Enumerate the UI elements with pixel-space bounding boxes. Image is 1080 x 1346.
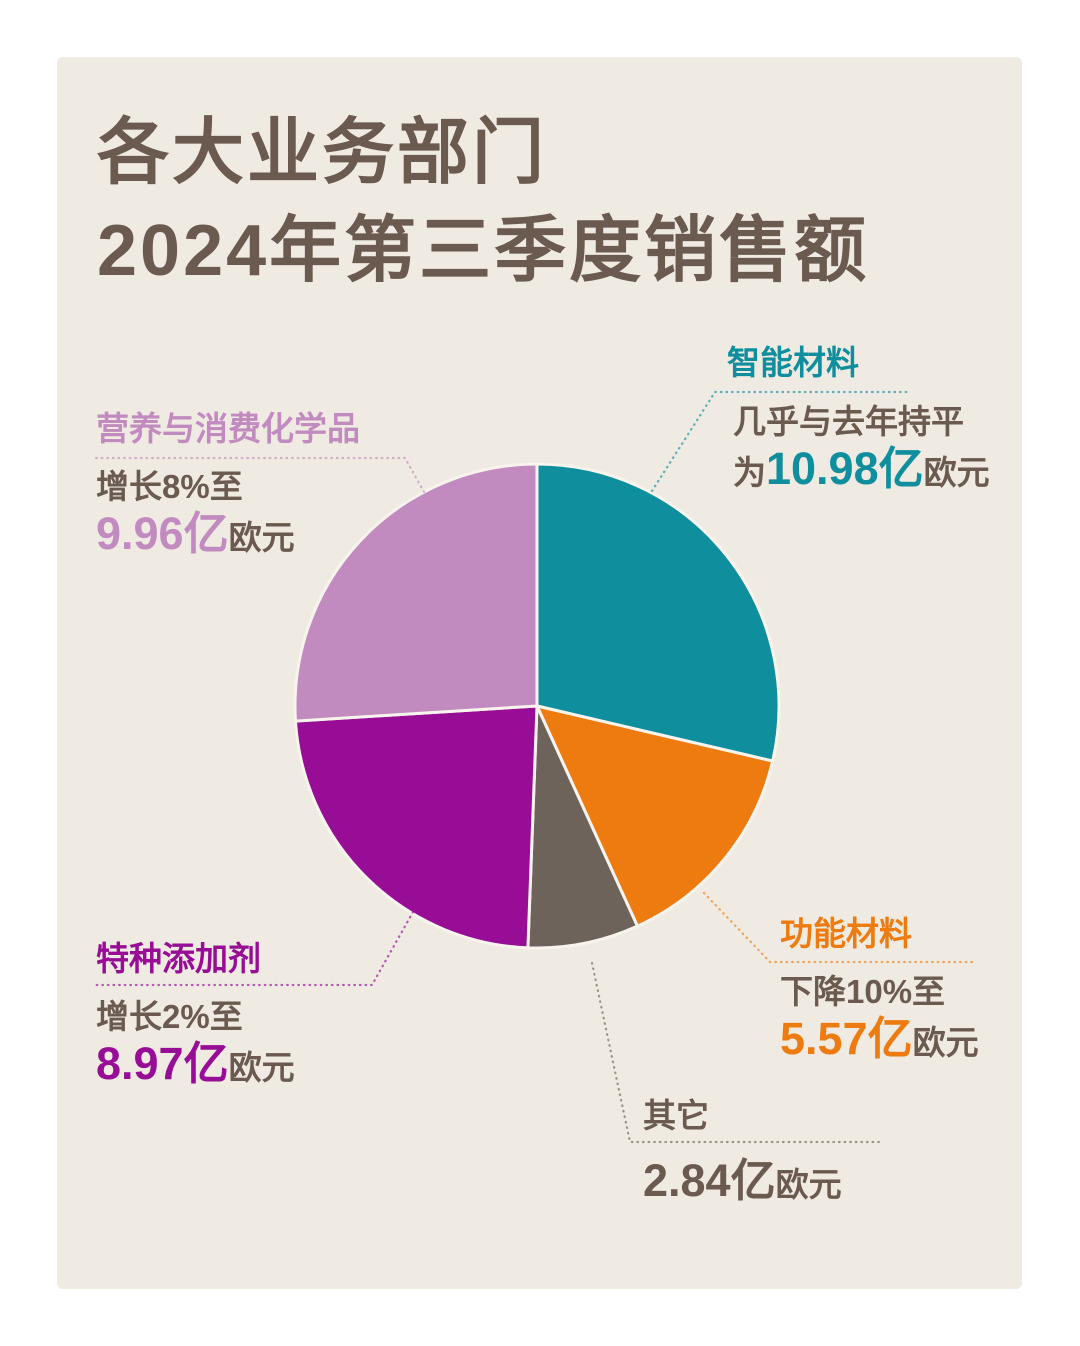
value-number: 5.57亿 (780, 1013, 913, 1064)
value-number: 8.97亿 (96, 1038, 229, 1089)
value-number: 9.96亿 (96, 508, 229, 559)
segment-value: 2.84亿欧元 (643, 1158, 842, 1203)
page-title: 各大业务部门 2024年第三季度销售额 (97, 104, 869, 300)
value-prefix: 为 (733, 454, 766, 491)
segment-label: 智能材料 (727, 344, 859, 381)
value-suffix: 欧元 (912, 1024, 979, 1061)
segment-note: 下降10%至 (780, 973, 946, 1010)
title-line-1: 各大业务部门 (97, 113, 548, 193)
segment-value: 8.97亿欧元 (96, 1041, 295, 1086)
segment-value: 9.96亿欧元 (96, 511, 295, 556)
value-suffix: 欧元 (775, 1166, 842, 1203)
segment-label: 特种添加剂 (96, 940, 261, 977)
value-number: 10.98亿 (766, 443, 924, 494)
segment-label: 营养与消费化学品 (96, 410, 360, 447)
value-suffix: 欧元 (228, 519, 295, 556)
segment-note: 增长2%至 (96, 998, 243, 1035)
value-suffix: 欧元 (228, 1049, 295, 1086)
value-suffix: 欧元 (923, 454, 990, 491)
title-line-2: 2024年第三季度销售额 (97, 211, 870, 291)
segment-note: 几乎与去年持平 (733, 403, 964, 440)
segment-value: 为10.98亿欧元 (733, 446, 990, 491)
segment-label: 其它 (643, 1097, 709, 1134)
segment-note: 增长8%至 (96, 468, 243, 505)
segment-label: 功能材料 (780, 915, 912, 952)
value-number: 2.84亿 (643, 1155, 776, 1206)
segment-value: 5.57亿欧元 (780, 1016, 979, 1061)
